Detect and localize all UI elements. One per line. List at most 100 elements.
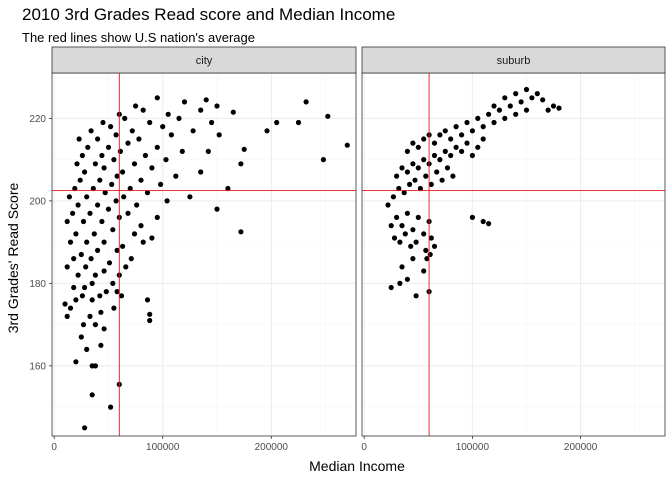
data-point [496, 107, 502, 113]
data-point [388, 284, 394, 291]
data-point [88, 256, 94, 262]
data-point [79, 293, 85, 299]
data-point [203, 97, 209, 103]
data-point [95, 136, 101, 142]
data-point [147, 311, 153, 317]
chart-subtitle: The red lines show U.S nation's average [22, 30, 255, 45]
data-point [550, 103, 557, 109]
data-point [78, 251, 84, 258]
data-point [464, 140, 470, 146]
data-point [264, 128, 270, 134]
data-point [238, 229, 244, 235]
data-point [391, 235, 398, 241]
data-point [106, 260, 113, 266]
data-point [78, 334, 84, 340]
data-point [214, 103, 220, 109]
data-point [401, 190, 407, 196]
data-point [480, 124, 486, 130]
data-point [434, 169, 440, 175]
data-point [534, 91, 540, 97]
data-point [413, 239, 419, 245]
data-point [127, 185, 133, 192]
data-point [397, 239, 403, 245]
data-point [120, 243, 126, 249]
data-point [113, 198, 119, 204]
data-point [394, 214, 400, 220]
data-point [404, 210, 410, 216]
data-point [453, 124, 459, 130]
data-point [163, 157, 169, 163]
data-point [513, 111, 519, 117]
data-point [82, 425, 88, 431]
data-point [486, 111, 492, 117]
data-point [412, 177, 418, 183]
data-point [491, 119, 497, 126]
data-point [66, 194, 72, 200]
data-point [71, 256, 77, 262]
panel-background [362, 73, 665, 436]
panel-background [52, 73, 356, 436]
data-point [442, 128, 448, 134]
data-point [431, 243, 438, 249]
data-point [439, 177, 445, 183]
data-point [91, 231, 97, 237]
data-point [64, 264, 70, 270]
data-point [80, 322, 87, 328]
data-point [125, 140, 131, 146]
data-point [114, 173, 120, 179]
data-point [469, 214, 475, 220]
data-point [404, 276, 410, 282]
data-point [158, 181, 164, 187]
data-point [448, 152, 454, 159]
data-point [140, 107, 146, 113]
y-axis-title: 3rd Grades' Read Score [5, 183, 21, 334]
data-point [73, 359, 79, 365]
data-point [179, 148, 185, 154]
data-point [187, 194, 193, 200]
data-point [92, 272, 98, 278]
y-tick-label: 220 [29, 114, 46, 125]
data-point [154, 95, 160, 101]
data-point [469, 152, 475, 159]
data-point [198, 169, 204, 175]
data-point [181, 99, 188, 105]
data-point [431, 140, 438, 146]
data-point [125, 210, 131, 216]
data-point [205, 148, 211, 154]
data-point [89, 297, 95, 303]
data-point [320, 157, 326, 163]
facet-strip-label: suburb [497, 55, 531, 67]
data-point [241, 146, 247, 152]
data-point [464, 119, 470, 126]
data-point [110, 227, 116, 233]
facet-strip [51, 46, 357, 74]
data-point [459, 132, 465, 138]
data-point [75, 272, 81, 278]
data-point [113, 132, 119, 138]
data-point [404, 148, 410, 154]
data-point [448, 136, 454, 142]
data-point [95, 247, 101, 253]
data-point [216, 132, 222, 138]
data-point [140, 239, 146, 245]
data-point [154, 214, 160, 220]
data-point [108, 124, 114, 130]
data-point [176, 115, 182, 121]
data-point [97, 177, 103, 183]
data-point [421, 136, 427, 142]
data-point [67, 239, 74, 245]
data-point [117, 148, 123, 154]
data-point [397, 280, 403, 286]
data-point [399, 223, 405, 229]
data-point [214, 206, 220, 212]
data-point [108, 404, 114, 410]
data-point [122, 115, 128, 121]
data-point [480, 136, 486, 142]
data-point [105, 144, 112, 150]
data-point [394, 173, 400, 179]
data-point [421, 157, 427, 163]
data-point [209, 119, 215, 126]
data-point [144, 190, 151, 196]
data-point [103, 289, 109, 295]
data-point [154, 144, 160, 150]
